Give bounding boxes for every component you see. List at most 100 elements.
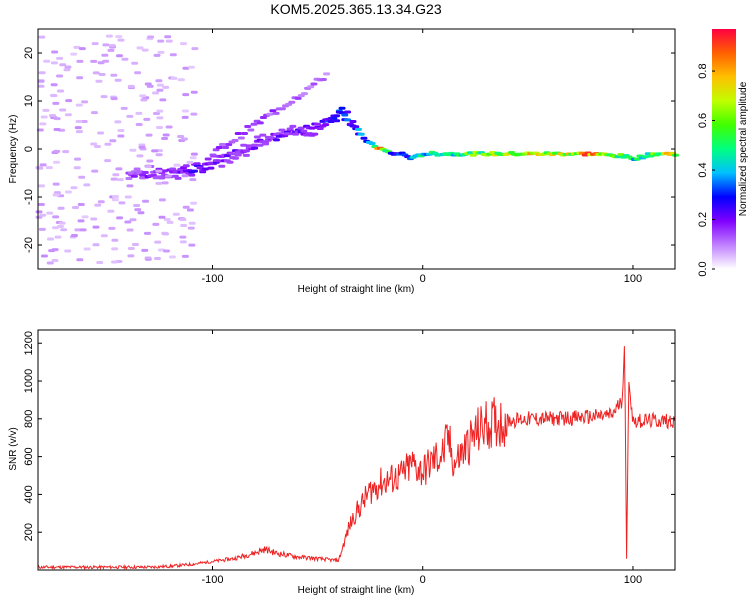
- colorbar-tick-label: 0.0: [697, 261, 709, 276]
- spectrogram-noise-cell: [101, 53, 109, 57]
- spectrogram-cell: [247, 128, 255, 132]
- snr-xlabel: Height of straight line (km): [298, 585, 415, 596]
- spectrogram-noise-cell: [144, 82, 152, 86]
- spectrogram-noise-cell: [81, 100, 89, 104]
- spectrogram-noise-cell: [70, 52, 78, 56]
- spectrogram-noise-cell: [76, 76, 84, 80]
- spectrogram-noise-cell: [186, 160, 194, 164]
- spectrogram-cell: [158, 176, 166, 180]
- spectrogram-noise-cell: [181, 174, 189, 178]
- spectrogram-noise-cell: [115, 167, 123, 171]
- spectrogram-noise-cell: [145, 133, 153, 137]
- spectrogram-noise-cell: [64, 65, 72, 69]
- spectrogram-noise-cell: [92, 71, 100, 75]
- spectrogram-noise-cell: [39, 122, 47, 126]
- spectrogram-noise-cell: [155, 79, 163, 83]
- spectrogram-noise-cell: [50, 61, 58, 65]
- spectrogram-noise-cell: [162, 85, 170, 89]
- snr-ytick-label: 600: [23, 447, 35, 465]
- spectrogram-noise-cell: [53, 128, 61, 132]
- spectrogram-noise-cell: [35, 166, 43, 170]
- spectrogram-noise-cell: [188, 221, 196, 225]
- spectrogram-noise-cell: [141, 248, 149, 252]
- spectrogram-cell: [272, 138, 280, 142]
- spectrogram-cell: [469, 153, 477, 157]
- spectrogram-noise-cell: [164, 35, 172, 39]
- spectrogram-xtick-label: 100: [624, 273, 642, 285]
- spectrogram-noise-cell: [158, 198, 166, 202]
- colorbar: 0.0 0.2 0.4 0.6 0.8 Normalized spectral ampl…: [697, 29, 749, 277]
- snr-ytick-label: 1000: [23, 369, 35, 393]
- spectrogram-noise-cell: [152, 111, 160, 115]
- spectrogram-noise-cell: [165, 39, 173, 43]
- spectrogram-noise-cell: [77, 203, 85, 207]
- spectrogram-noise-cell: [78, 47, 86, 51]
- spectrogram-cell: [308, 126, 316, 130]
- spectrogram-noise-cell: [104, 159, 112, 163]
- spectrogram-ytick-label: -20: [23, 237, 35, 253]
- spectrogram-noise-cell: [166, 220, 174, 224]
- spectrogram-cell: [300, 129, 308, 133]
- colorbar-tick-label: 0.4: [697, 162, 709, 177]
- spectrogram-cell: [223, 154, 231, 158]
- spectrogram-cell: [354, 127, 362, 131]
- snr-frame: [37, 329, 676, 571]
- spectrogram-noise-cell: [37, 79, 45, 83]
- spectrogram-noise-cell: [144, 256, 152, 260]
- spectrogram-noise-cell: [115, 35, 123, 39]
- spectrogram-noise-cell: [96, 261, 104, 265]
- spectrogram-noise-cell: [179, 218, 187, 222]
- spectrogram-noise-cell: [42, 108, 50, 112]
- spectrogram-cell: [130, 174, 138, 178]
- spectrogram-cell: [240, 143, 248, 147]
- spectrogram-noise-cell: [146, 84, 154, 88]
- spectrogram-noise-cell: [83, 183, 91, 187]
- snr-ytick-label: 1200: [23, 331, 35, 355]
- spectrogram-noise-cell: [74, 228, 82, 232]
- spectrogram-noise-cell: [100, 234, 108, 238]
- spectrogram-noise-cell: [114, 78, 122, 82]
- spectrogram-cell: [222, 145, 230, 149]
- spectrogram-noise-cell: [46, 261, 54, 265]
- spectrogram-cell: [344, 118, 352, 122]
- spectrogram-cell: [241, 132, 249, 136]
- spectrogram-noise-cell: [153, 256, 161, 260]
- spectrogram-noise-cell: [57, 206, 65, 210]
- spectrogram-noise-cell: [70, 186, 78, 190]
- spectrogram-noise-cell: [65, 99, 73, 103]
- spectrogram-noise-cell: [46, 211, 54, 215]
- spectrogram-noise-cell: [138, 145, 146, 149]
- spectrogram-noise-cell: [43, 59, 51, 63]
- spectrogram-noise-cell: [56, 74, 64, 78]
- spectrogram-noise-cell: [60, 228, 68, 232]
- spectrogram-cell: [286, 127, 294, 131]
- spectrogram-cell: [488, 151, 496, 155]
- spectrogram-cell: [311, 132, 319, 136]
- spectrogram-noise-cell: [76, 258, 84, 262]
- spectrogram-noise-cell: [77, 219, 85, 223]
- spectrogram-cell: [244, 125, 252, 129]
- spectrogram-noise-cell: [75, 119, 83, 123]
- spectrogram-noise-cell: [190, 112, 198, 116]
- spectrogram-noise-cell: [39, 213, 47, 217]
- spectrogram-noise-cell: [179, 240, 187, 244]
- spectrogram-noise-cell: [133, 204, 141, 208]
- spectrogram-ylabel: Frequency (Hz): [8, 115, 19, 184]
- snr-plot-area: [38, 330, 675, 570]
- spectrogram-cell: [141, 171, 149, 175]
- spectrogram-noise-cell: [117, 129, 125, 133]
- spectrogram-noise-cell: [169, 53, 177, 57]
- spectrogram-noise-cell: [45, 166, 53, 170]
- spectrogram-noise-cell: [162, 133, 170, 137]
- spectrogram-noise-cell: [90, 59, 98, 63]
- spectrogram-noise-cell: [126, 228, 134, 232]
- spectrogram-noise-cell: [144, 231, 152, 235]
- spectrogram-cell: [310, 82, 318, 86]
- spectrogram-noise-cell: [191, 47, 199, 51]
- spectrogram-cell: [133, 167, 141, 171]
- spectrogram-noise-cell: [105, 34, 113, 38]
- spectrogram-noise-cell: [181, 254, 189, 258]
- spectrogram-noise-cell: [58, 221, 66, 225]
